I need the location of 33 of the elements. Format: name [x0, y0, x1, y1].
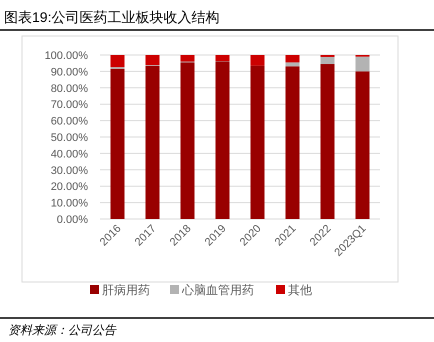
bar — [250, 55, 264, 66]
bar — [110, 68, 124, 219]
bar — [356, 56, 370, 72]
y-tick-label: 100.00% — [44, 50, 88, 62]
y-tick-label: 20.00% — [50, 181, 88, 194]
y-tick-label: 60.00% — [50, 116, 88, 128]
chart-title: 图表19:公司医药工业板块收入结构 — [4, 9, 220, 25]
legend-label: 肝病用药 — [102, 283, 150, 297]
legend-label: 其他 — [288, 283, 312, 297]
bar — [286, 62, 300, 66]
bar — [286, 55, 300, 62]
bar — [146, 55, 160, 66]
y-tick-label: 90.00% — [50, 66, 88, 78]
bar — [110, 55, 124, 68]
legend-label: 心脑血管用药 — [181, 283, 254, 297]
bar — [286, 66, 300, 219]
y-tick-label: 0.00% — [56, 214, 88, 226]
bar — [180, 62, 194, 219]
y-tick-label: 70.00% — [50, 99, 88, 112]
bar — [216, 61, 230, 219]
y-tick-label: 50.00% — [50, 132, 88, 144]
bar — [216, 55, 230, 62]
bar — [320, 56, 334, 64]
text: 资料来源：公司公告 — [8, 323, 117, 337]
bar — [320, 64, 334, 219]
y-tick-label: 80.00% — [50, 82, 88, 95]
bar — [250, 66, 264, 219]
y-tick-label: 10.00% — [50, 198, 88, 210]
bar — [146, 66, 160, 219]
y-tick-label: 30.00% — [50, 164, 88, 177]
bar — [356, 71, 370, 219]
bar — [180, 55, 194, 62]
y-tick-label: 40.00% — [50, 148, 88, 160]
